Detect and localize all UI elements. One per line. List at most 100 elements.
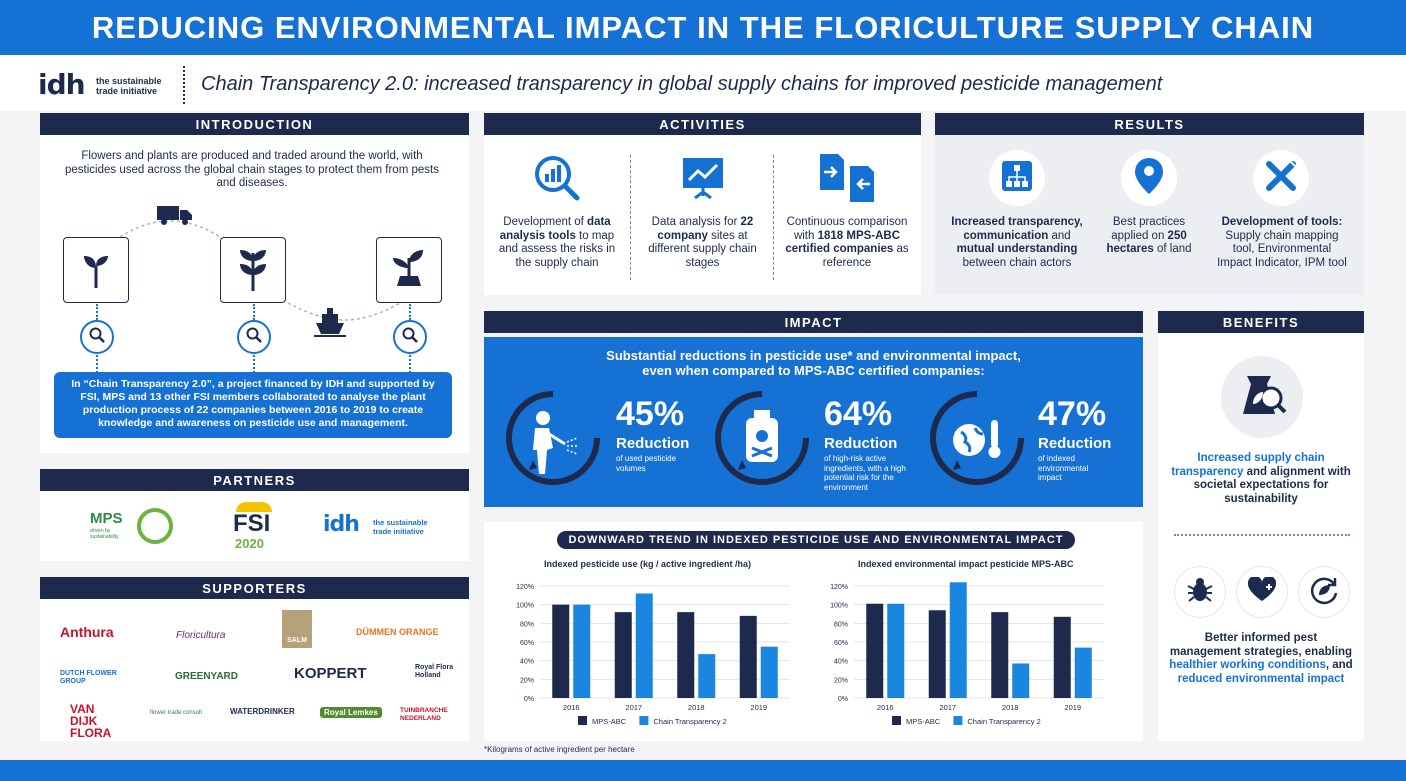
stat-desc-1: of used pesticide volumes <box>616 454 677 473</box>
benefit-badge <box>1221 356 1303 438</box>
bar-chain-transparency-2-2017 <box>635 593 653 698</box>
y-tick-label: 40% <box>834 659 848 666</box>
stat-label-3: Reduction <box>1038 435 1112 452</box>
legend-label: Chain Transparency 2 <box>967 717 1040 726</box>
y-tick-label: 60% <box>520 640 534 647</box>
mps-logo: MPS <box>90 510 123 527</box>
y-tick-label: 100% <box>830 603 848 610</box>
result-3-post: Supply chain mapping tool, Environmental… <box>1217 229 1347 269</box>
activity-text-3: Continuous comparison with 1818 MPS-ABC … <box>783 216 911 270</box>
result-badge-2 <box>1121 150 1177 206</box>
stat-desc-2: of high-risk active ingredients, with a … <box>824 454 906 492</box>
magnifier-icon <box>402 327 418 348</box>
supply-chain-diagram <box>119 220 401 321</box>
royal-flora-holland-logo: Royal Flora Holland <box>415 664 454 679</box>
activity-2-bold: 22 company <box>657 216 754 242</box>
impact-headline-line1: Substantial reductions in pesticide use*… <box>606 348 1021 363</box>
bar-mps-abc-2016 <box>866 603 884 698</box>
result-badge-1 <box>989 150 1045 206</box>
seedling-icon <box>81 248 111 293</box>
stat-value-2: 64% <box>824 395 893 433</box>
result-1-bold2: mutual understanding <box>956 243 1078 255</box>
heart-badge <box>1236 566 1288 618</box>
trend-charts: Indexed pesticide use (kg / active ingre… <box>516 559 1104 726</box>
legend-label: Chain Transparency 2 <box>653 717 726 726</box>
result-2-pre: Best practices applied on <box>1111 216 1186 242</box>
dummen-orange-logo: DÜMMEN ORANGE <box>356 627 439 637</box>
benefit-1-blue: Increased supply chain transparency <box>1171 452 1325 478</box>
trend-panel <box>484 522 1143 741</box>
heart-plus-icon <box>1247 575 1277 608</box>
idh-logo: idh <box>38 68 86 101</box>
benefit-2-blue1: healthier working conditions <box>1169 659 1326 671</box>
stat-value-3: 47% <box>1038 395 1107 433</box>
idh-logo-tagline: the sustainable trade initiative <box>96 76 162 96</box>
legend-swatch <box>578 716 587 725</box>
bar-chain-transparency-2-2016 <box>573 604 591 698</box>
y-tick-label: 80% <box>520 621 534 628</box>
tuinbranche-logo: TUINBRANCHE NEDERLAND <box>400 707 448 722</box>
van-dijk-flora-logo: VAN DIJK FLORA <box>70 702 112 740</box>
benefits-title: BENEFITS <box>1158 311 1364 333</box>
activity-3-bold: 1818 MPS-ABC certified companies <box>785 229 901 256</box>
idh-partner-tag-line1: the sustainable <box>373 518 428 527</box>
young-plant-icon <box>236 245 270 296</box>
subheader <box>0 55 1406 111</box>
salm-logo: SALM <box>282 610 312 648</box>
poison-bottle-icon <box>715 391 809 485</box>
benefit-2-mid: , and <box>1325 659 1353 671</box>
royal-lemkes-logo: Royal Lemkes <box>320 707 382 718</box>
bar-chain-transparency-2-2018 <box>1012 663 1030 698</box>
result-1-post: and <box>1048 229 1071 242</box>
divider <box>183 66 185 104</box>
x-tick-label: 2018 <box>688 703 705 712</box>
benefit-2-blue2: reduced environmental impact <box>1177 672 1345 685</box>
activity-1-bold: data analysis tools <box>499 216 611 242</box>
partners-title: PARTNERS <box>40 469 469 491</box>
idh-partner-tagline: the sustainable trade initiative <box>373 518 428 536</box>
idh-partner-logo: idh <box>323 512 360 537</box>
result-2-post: of land <box>1153 243 1192 255</box>
bug-icon <box>1186 576 1214 609</box>
mps-globe-logo <box>137 508 173 544</box>
connector <box>96 304 98 320</box>
chart-search-icon <box>533 154 581 207</box>
activity-2-pre: Data analysis for <box>651 216 741 228</box>
impact-title: IMPACT <box>484 311 1143 333</box>
y-tick-label: 0% <box>524 696 534 703</box>
grown-plant-box <box>376 237 442 303</box>
divider <box>630 155 631 280</box>
connector <box>253 355 255 373</box>
activity-2-post: sites at different supply chain stages <box>648 229 757 269</box>
activity-text-1: Development of data analysis tools to ma… <box>492 216 622 270</box>
benefit-text-1: Increased supply chain transparency and … <box>1168 452 1354 506</box>
flower-trade-consult-logo: flower trade consult <box>150 710 203 716</box>
x-tick-label: 2017 <box>939 703 956 712</box>
fsi-logo: FSI <box>233 510 271 537</box>
bar-mps-abc-2019 <box>1053 616 1071 698</box>
magnifier-badge <box>393 320 427 354</box>
y-tick-label: 120% <box>830 584 848 591</box>
globe-thermometer-icon <box>930 391 1024 485</box>
stat-label-1: Reduction <box>616 435 690 452</box>
bug-badge <box>1174 566 1226 618</box>
activity-3-post: as reference <box>822 243 909 269</box>
chart-2-title: Indexed environmental impact pesticide M… <box>858 559 1074 569</box>
tools-icon <box>1265 160 1297 197</box>
impact-panel <box>484 337 1143 507</box>
y-tick-label: 100% <box>516 603 534 610</box>
footnote: *Kilograms of active ingredient per hect… <box>484 745 635 754</box>
bar-chain-transparency-2-2019 <box>1074 647 1092 698</box>
location-pin-icon <box>1135 157 1163 199</box>
legend-swatch <box>953 716 963 725</box>
dutch-flower-group-logo: DUTCH FLOWER GROUP <box>60 670 117 685</box>
legend-swatch <box>639 716 649 725</box>
young-plant-box <box>220 237 286 303</box>
anthura-logo: Anthura <box>60 624 114 640</box>
recycle-badge <box>1298 566 1350 618</box>
result-badge-3 <box>1253 150 1309 206</box>
result-1-bold: Increased transparency, communication <box>951 216 1083 242</box>
result-1-post2: between chain actors <box>962 256 1072 269</box>
activities-title: ACTIVITIES <box>484 113 921 135</box>
grown-plant-icon <box>389 248 429 293</box>
